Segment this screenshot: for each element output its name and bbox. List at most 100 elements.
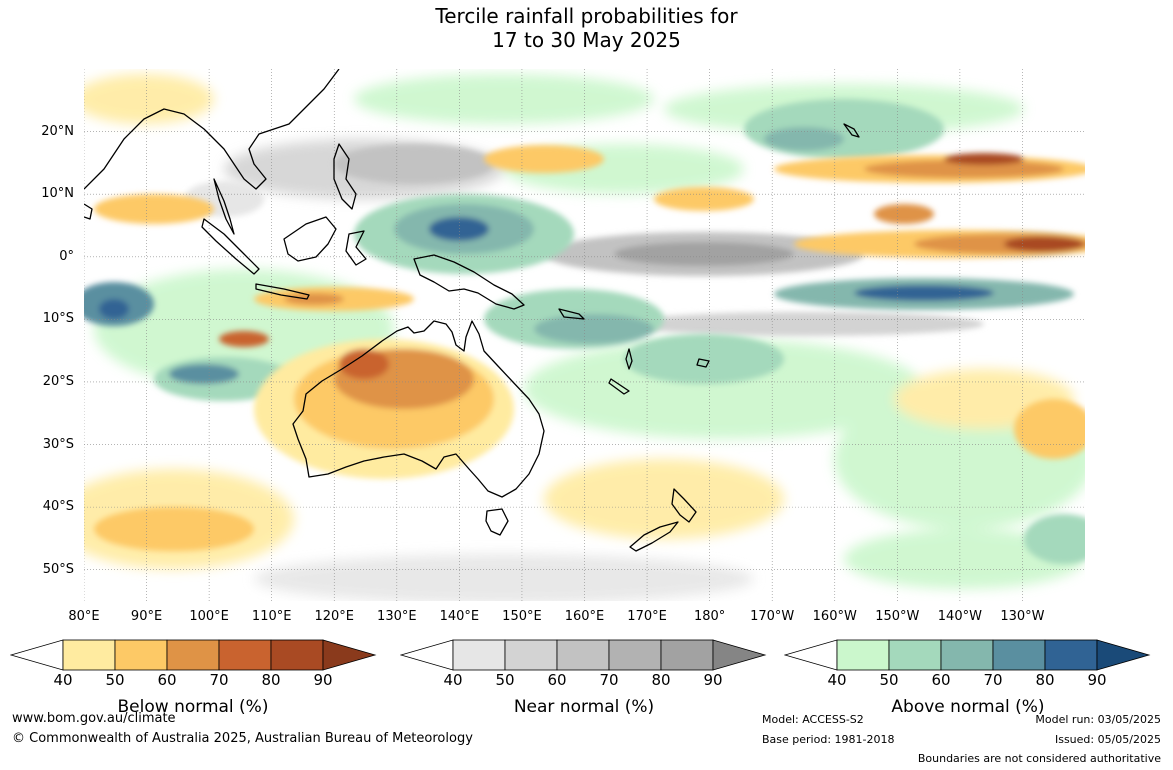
longitude-label: 90°E	[130, 609, 163, 624]
colorbar-swatch	[940, 639, 994, 671]
probability-shading	[84, 74, 1085, 601]
new-zealand-south-coastline	[629, 521, 679, 552]
latitude-label: 30°S	[42, 436, 74, 452]
longitude-label: 130°W	[1000, 609, 1045, 624]
new-caledonia-coastline	[608, 378, 630, 395]
longitude-label: 140°W	[937, 609, 982, 624]
fiji-coastline	[696, 358, 710, 368]
below-normal-legend-title: Below normal (%)	[117, 697, 269, 717]
below-normal-colorbar	[10, 639, 377, 671]
colorbar-swatch	[504, 639, 558, 671]
colorbar-swatch	[166, 639, 220, 671]
colorbar-tick: 60	[547, 671, 567, 689]
longitude-label: 160°E	[564, 609, 605, 624]
longitude-label: 170°W	[750, 609, 795, 624]
asia-mainland-coastline	[84, 69, 340, 190]
latitude-label: 10°N	[41, 186, 74, 202]
colorbar-swatch	[452, 639, 506, 671]
colorbar-tick: 40	[827, 671, 847, 689]
vanuatu-coastline	[625, 348, 633, 370]
colorbar-tick: 50	[495, 671, 515, 689]
longitude-label: 80°E	[68, 609, 100, 624]
colorbar-low-arrow	[784, 639, 838, 671]
colorbar-tick: 40	[443, 671, 463, 689]
longitude-label: 110°E	[251, 609, 292, 624]
colorbar-tick: 70	[209, 671, 229, 689]
colorbar-tick: 70	[983, 671, 1003, 689]
colorbar-high-arrow	[712, 639, 767, 671]
graticule-gridlines	[84, 69, 1085, 601]
new-guinea-coastline	[413, 254, 525, 310]
colorbar-tick: 80	[1035, 671, 1055, 689]
model-run-date: Model run: 03/05/2025	[1035, 713, 1161, 726]
issued-date: Issued: 05/05/2025	[1054, 733, 1161, 746]
above-normal-colorbar	[784, 639, 1151, 671]
latitude-label: 20°N	[41, 123, 74, 139]
longitude-label: 150°W	[875, 609, 920, 624]
colorbar-low-arrow	[400, 639, 454, 671]
colorbar-tick: 90	[703, 671, 723, 689]
colorbar-tick: 90	[1087, 671, 1107, 689]
latitude-label: 0°	[59, 248, 74, 264]
colorbar-tick: 40	[53, 671, 73, 689]
website-url: www.bom.gov.au/climate	[12, 711, 176, 726]
map-title-line-1: Tercile rainfall probabilities for	[435, 4, 738, 28]
borneo-coastline	[283, 216, 337, 262]
colorbar-swatch	[888, 639, 942, 671]
colorbar-tick: 80	[651, 671, 671, 689]
java-coastline	[255, 283, 310, 300]
near-normal-legend-title: Near normal (%)	[513, 697, 655, 717]
boundary-disclaimer: Boundaries are not considered authoritat…	[917, 752, 1161, 765]
solomon-islands-coastline	[558, 308, 585, 320]
latitude-label: 40°S	[42, 499, 74, 515]
colorbar-swatch	[608, 639, 662, 671]
colorbar-swatch	[114, 639, 168, 671]
sumatra-coastline	[201, 218, 260, 275]
longitude-label: 120°E	[314, 609, 355, 624]
philippines-coastline	[333, 143, 357, 210]
new-zealand-north-coastline	[671, 488, 697, 523]
tasmania-coastline	[485, 508, 509, 536]
longitude-label: 140°E	[439, 609, 480, 624]
latitude-label: 20°S	[42, 373, 74, 389]
longitude-label: 150°E	[502, 609, 542, 624]
colorbar-swatch	[992, 639, 1046, 671]
australia-coastline	[292, 320, 545, 498]
colorbar-tick: 50	[879, 671, 899, 689]
base-period: Base period: 1981-2018	[762, 733, 895, 746]
colorbar-high-arrow	[1096, 639, 1151, 671]
colorbar-high-arrow	[322, 639, 377, 671]
colorbar-swatch	[556, 639, 610, 671]
colorbar-swatch	[62, 639, 116, 671]
colorbar-tick: 90	[313, 671, 333, 689]
malay-peninsula-coastline	[213, 178, 235, 235]
sulawesi-coastline	[345, 230, 367, 266]
longitude-label: 180°	[693, 609, 726, 624]
longitude-label: 100°E	[189, 609, 229, 624]
map-title-line-2: 17 to 30 May 2025	[492, 28, 681, 52]
colorbar-tick: 60	[931, 671, 951, 689]
colorbar-tick: 50	[105, 671, 125, 689]
colorbar-low-arrow	[10, 639, 64, 671]
longitude-label: 160°W	[812, 609, 857, 624]
longitude-label: 130°E	[377, 609, 417, 624]
rainfall-probability-map	[84, 69, 1085, 601]
colorbar-tick: 70	[599, 671, 619, 689]
colorbar-tick: 80	[261, 671, 281, 689]
coastlines	[84, 69, 860, 552]
above-normal-legend-title: Above normal (%)	[891, 697, 1045, 717]
colorbar-swatch	[836, 639, 890, 671]
latitude-label: 10°S	[42, 311, 74, 327]
sri-lanka-coastline	[84, 203, 93, 220]
hawaii-coastline	[843, 123, 860, 138]
copyright-notice: © Commonwealth of Australia 2025, Austra…	[12, 731, 473, 746]
near-normal-colorbar	[400, 639, 767, 671]
latitude-label: 50°S	[42, 561, 74, 577]
colorbar-tick: 60	[157, 671, 177, 689]
longitude-label: 170°E	[627, 609, 667, 624]
colorbar-swatch	[270, 639, 324, 671]
model-name: Model: ACCESS-S2	[762, 713, 864, 726]
colorbar-swatch	[660, 639, 714, 671]
colorbar-swatch	[218, 639, 272, 671]
colorbar-swatch	[1044, 639, 1098, 671]
